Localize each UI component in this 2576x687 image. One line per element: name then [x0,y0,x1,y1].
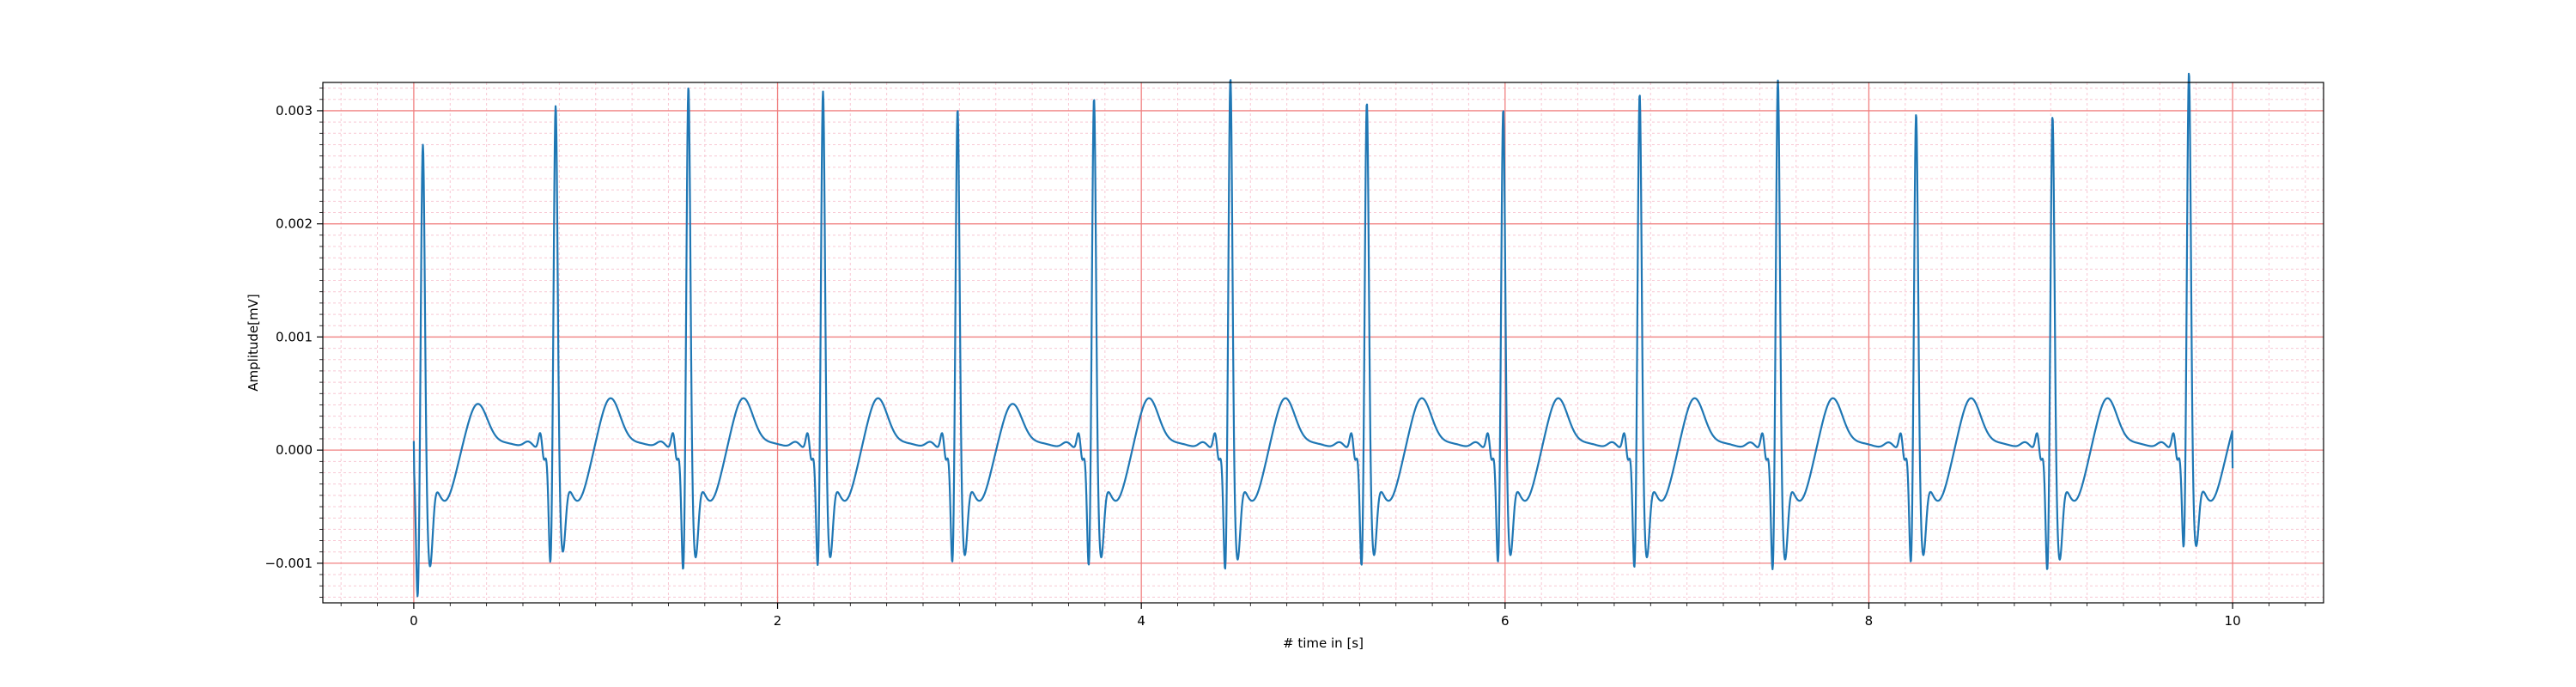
x-tick-label: 8 [1865,613,1874,629]
x-tick-label: 4 [1137,613,1145,629]
major-grid [323,82,2324,603]
x-axis-label: # time in [s] [1283,635,1364,651]
minor-grid [323,82,2324,603]
x-tick-label: 10 [2225,613,2241,629]
y-axis: −0.001 0.000 0.001 0.002 0.003 [264,88,323,598]
y-tick-label: 0.003 [276,103,313,119]
x-tick-label: 0 [410,613,418,629]
x-tick-label: 6 [1501,613,1510,629]
y-tick-label: 0.000 [276,442,313,458]
x-tick-label: 2 [774,613,782,629]
y-tick-label: −0.001 [264,556,313,571]
y-tick-label: 0.001 [276,329,313,344]
y-axis-label: Amplitude[mV] [246,294,261,391]
x-axis: 0 2 4 6 8 10 [340,603,2306,629]
series-line-ecg [412,72,2234,598]
y-tick-label: 0.002 [276,216,313,232]
